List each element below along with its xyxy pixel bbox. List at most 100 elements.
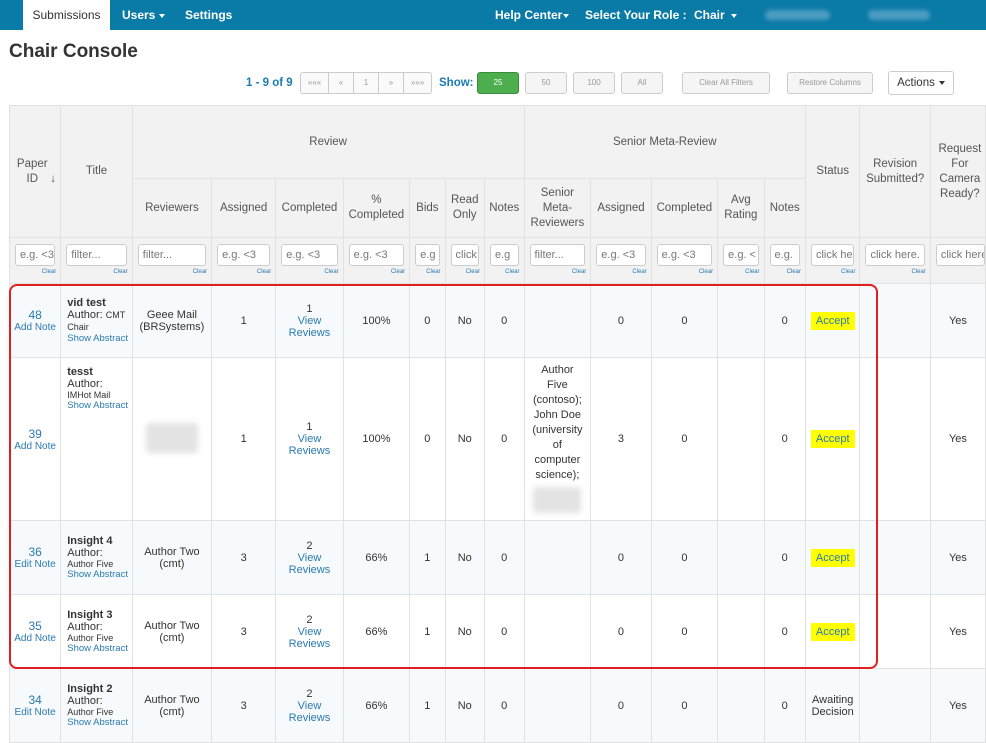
notes-count[interactable]: 0 bbox=[483, 520, 525, 595]
filter-meta-completed[interactable]: e.g. <3 bbox=[656, 244, 713, 266]
first-page-button[interactable]: ««« bbox=[300, 72, 329, 94]
show-abstract-link[interactable]: Show Abstract bbox=[67, 333, 128, 344]
header-bids[interactable]: Bids bbox=[409, 178, 446, 238]
meta-notes-count[interactable]: 0 bbox=[763, 357, 806, 521]
status-awaiting-decision-link[interactable]: Awaiting Decision bbox=[804, 668, 861, 743]
filter-avg-rating[interactable]: e.g. < bbox=[723, 244, 759, 266]
clear-filter-link[interactable]: Clear bbox=[786, 269, 801, 275]
header-assigned[interactable]: Assigned bbox=[211, 178, 277, 238]
read-only-toggle[interactable]: No bbox=[444, 668, 485, 743]
nav-settings[interactable]: Settings bbox=[185, 8, 233, 22]
nav-help-center[interactable]: Help Center bbox=[495, 0, 570, 30]
camera-ready-link[interactable]: Yes bbox=[929, 668, 986, 743]
clear-filter-link[interactable]: Clear bbox=[192, 269, 208, 275]
assigned-count[interactable]: 1 bbox=[211, 357, 277, 521]
meta-notes-count[interactable]: 0 bbox=[763, 594, 806, 669]
filter-paper-id[interactable]: e.g. <3 bbox=[15, 244, 56, 266]
view-reviews-link[interactable]: View Reviews bbox=[288, 314, 331, 339]
header-meta-assigned[interactable]: Assigned bbox=[590, 178, 652, 238]
clear-filter-link[interactable]: Clear bbox=[698, 269, 714, 275]
view-reviews-link[interactable]: View Reviews bbox=[288, 433, 331, 457]
header-title[interactable]: Title bbox=[60, 105, 133, 238]
clear-filter-link[interactable]: Clear bbox=[911, 269, 926, 275]
user-email-redacted[interactable] bbox=[868, 10, 930, 20]
assigned-count[interactable]: 3 bbox=[211, 594, 277, 669]
meta-notes-count[interactable]: 0 bbox=[763, 668, 806, 743]
view-reviews-link[interactable]: View Reviews bbox=[288, 625, 331, 650]
meta-notes-count[interactable]: 0 bbox=[763, 520, 806, 595]
page-number-button[interactable]: 1 bbox=[353, 72, 379, 94]
clear-filter-link[interactable]: Clear bbox=[841, 269, 856, 275]
header-request-camera-ready[interactable]: Request For Camera Ready? bbox=[929, 105, 986, 238]
filter-meta-assigned[interactable]: e.g. <3 bbox=[596, 244, 646, 266]
header-revision-submitted[interactable]: Revision Submitted? bbox=[859, 105, 931, 238]
read-only-toggle[interactable]: No bbox=[444, 520, 485, 595]
clear-filter-link[interactable]: Clear bbox=[465, 269, 480, 275]
next-page-button[interactable]: » bbox=[378, 72, 404, 94]
clear-filter-link[interactable]: Clear bbox=[426, 269, 441, 275]
page-size-25-button[interactable]: 25 bbox=[477, 72, 519, 94]
show-abstract-link[interactable]: Show Abstract bbox=[67, 643, 128, 654]
camera-ready-link[interactable]: Yes bbox=[929, 357, 986, 521]
show-abstract-link[interactable]: Show Abstract bbox=[67, 569, 128, 580]
filter-meta-reviewers[interactable]: filter... bbox=[529, 244, 586, 266]
header-read-only[interactable]: Read Only bbox=[444, 178, 485, 238]
paper-id-link[interactable]: 39 bbox=[28, 426, 42, 441]
notes-count[interactable]: 0 bbox=[483, 668, 525, 743]
add-note-link[interactable]: Add Note bbox=[14, 322, 56, 333]
status-accept-link[interactable]: Accept bbox=[810, 430, 855, 448]
notes-count[interactable]: 0 bbox=[483, 594, 525, 669]
filter-title[interactable]: filter... bbox=[66, 244, 127, 266]
filter-revision[interactable]: click here. bbox=[865, 244, 925, 266]
role-selector[interactable]: Chair bbox=[694, 0, 737, 30]
edit-note-link[interactable]: Edit Note bbox=[14, 707, 56, 718]
clear-filter-link[interactable]: Clear bbox=[113, 269, 128, 275]
nav-submissions[interactable]: Submissions bbox=[23, 0, 110, 30]
camera-ready-link[interactable]: Yes bbox=[929, 520, 986, 595]
filter-assigned[interactable]: e.g. <3 bbox=[217, 244, 271, 266]
clear-filter-link[interactable]: Clear bbox=[505, 269, 520, 275]
restore-columns-button[interactable]: Restore Columns bbox=[787, 72, 873, 94]
paper-id-link[interactable]: 34 bbox=[28, 693, 42, 707]
read-only-toggle[interactable]: No bbox=[444, 357, 485, 521]
notes-count[interactable]: 0 bbox=[483, 357, 525, 521]
filter-bids[interactable]: e.g bbox=[415, 244, 440, 266]
camera-ready-link[interactable]: Yes bbox=[929, 283, 986, 358]
filter-request[interactable]: click here bbox=[935, 244, 985, 266]
status-accept-link[interactable]: Accept bbox=[810, 548, 855, 567]
page-size-50-button[interactable]: 50 bbox=[525, 72, 567, 94]
nav-users[interactable]: Users bbox=[122, 0, 166, 30]
user-name-redacted[interactable] bbox=[765, 10, 830, 20]
filter-pct-completed[interactable]: e.g. <3 bbox=[348, 244, 405, 266]
paper-id-link[interactable]: 48 bbox=[28, 308, 42, 322]
paper-id-link[interactable]: 35 bbox=[28, 619, 42, 633]
clear-filter-link[interactable]: Clear bbox=[571, 269, 587, 275]
camera-ready-link[interactable]: Yes bbox=[929, 594, 986, 669]
page-size-100-button[interactable]: 100 bbox=[573, 72, 615, 94]
header-notes[interactable]: Notes bbox=[483, 178, 525, 238]
filter-reviewers[interactable]: filter... bbox=[137, 244, 207, 266]
header-meta-notes[interactable]: Notes bbox=[763, 178, 806, 238]
header-meta-reviewers[interactable]: Senior Meta-Reviewers bbox=[523, 178, 592, 238]
header-avg-rating[interactable]: Avg Rating bbox=[717, 178, 765, 238]
add-note-link[interactable]: Add Note bbox=[14, 440, 56, 452]
clear-filter-link[interactable]: Clear bbox=[632, 269, 647, 275]
header-completed[interactable]: Completed bbox=[275, 178, 344, 238]
clear-filter-link[interactable]: Clear bbox=[41, 269, 57, 275]
assigned-count[interactable]: 1 bbox=[211, 283, 277, 358]
notes-count[interactable]: 0 bbox=[483, 283, 525, 358]
edit-note-link[interactable]: Edit Note bbox=[14, 559, 56, 570]
header-meta-completed[interactable]: Completed bbox=[650, 178, 719, 238]
read-only-toggle[interactable]: No bbox=[444, 283, 485, 358]
assigned-count[interactable]: 3 bbox=[211, 668, 277, 743]
clear-all-filters-button[interactable]: Clear All Filters bbox=[682, 72, 770, 94]
meta-notes-count[interactable]: 0 bbox=[763, 283, 806, 358]
show-abstract-link[interactable]: Show Abstract bbox=[67, 717, 128, 728]
header-reviewers[interactable]: Reviewers bbox=[131, 178, 213, 238]
clear-filter-link[interactable]: Clear bbox=[324, 269, 339, 275]
show-abstract-link[interactable]: Show Abstract bbox=[67, 400, 128, 411]
status-accept-link[interactable]: Accept bbox=[810, 622, 855, 641]
clear-filter-link[interactable]: Clear bbox=[390, 269, 406, 275]
filter-completed[interactable]: e.g. <3 bbox=[281, 244, 338, 266]
prev-page-button[interactable]: « bbox=[328, 72, 354, 94]
